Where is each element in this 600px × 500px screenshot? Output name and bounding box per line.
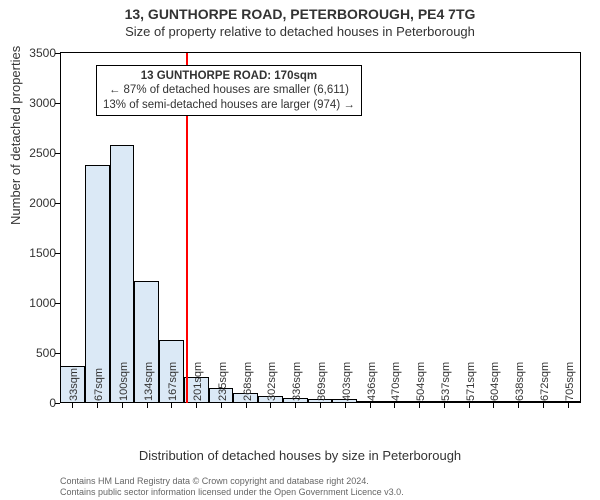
page-subtitle: Size of property relative to detached ho… <box>0 24 600 39</box>
x-tick-mark <box>221 403 222 408</box>
y-tick-mark <box>55 253 60 254</box>
x-tick-label: 67sqm <box>93 368 105 401</box>
x-tick-mark <box>419 403 420 408</box>
x-tick-mark <box>518 403 519 408</box>
x-tick-mark <box>320 403 321 408</box>
x-tick-label: 604sqm <box>489 362 501 401</box>
y-tick-mark <box>55 403 60 404</box>
x-tick-mark <box>122 403 123 408</box>
x-tick-mark <box>543 403 544 408</box>
x-tick-mark <box>72 403 73 408</box>
y-tick-mark <box>55 303 60 304</box>
x-tick-label: 369sqm <box>316 362 328 401</box>
x-tick-mark <box>493 403 494 408</box>
x-tick-mark <box>97 403 98 408</box>
x-tick-mark <box>295 403 296 408</box>
x-tick-label: 537sqm <box>440 362 452 401</box>
x-tick-label: 403sqm <box>341 362 353 401</box>
x-tick-label: 672sqm <box>539 362 551 401</box>
x-tick-label: 134sqm <box>143 362 155 401</box>
y-axis-line <box>60 53 61 403</box>
y-tick-label: 3000 <box>20 96 56 110</box>
y-tick-mark <box>55 353 60 354</box>
page-title: 13, GUNTHORPE ROAD, PETERBOROUGH, PE4 7T… <box>0 6 600 22</box>
annotation-line-1: 13 GUNTHORPE ROAD: 170sqm <box>103 69 355 83</box>
x-tick-label: 100sqm <box>118 362 130 401</box>
x-tick-label: 201sqm <box>192 362 204 401</box>
chart-area: 050010001500200025003000350033sqm67sqm10… <box>60 52 580 402</box>
y-tick-mark <box>55 203 60 204</box>
x-tick-label: 571sqm <box>465 362 477 401</box>
x-tick-label: 167sqm <box>167 362 179 401</box>
y-tick-mark <box>55 153 60 154</box>
x-tick-mark <box>394 403 395 408</box>
x-tick-mark <box>171 403 172 408</box>
x-tick-mark <box>370 403 371 408</box>
y-tick-label: 0 <box>20 396 56 410</box>
x-tick-mark <box>147 403 148 408</box>
y-tick-label: 1500 <box>20 246 56 260</box>
x-tick-label: 336sqm <box>291 362 303 401</box>
y-tick-label: 2000 <box>20 196 56 210</box>
x-tick-label: 470sqm <box>390 362 402 401</box>
plot-area: 050010001500200025003000350033sqm67sqm10… <box>60 52 581 403</box>
y-tick-label: 1000 <box>20 296 56 310</box>
x-tick-mark <box>444 403 445 408</box>
x-tick-mark <box>469 403 470 408</box>
x-tick-mark <box>270 403 271 408</box>
x-tick-mark <box>196 403 197 408</box>
x-tick-label: 268sqm <box>242 362 254 401</box>
x-tick-label: 302sqm <box>266 362 278 401</box>
y-tick-label: 500 <box>20 346 56 360</box>
y-tick-label: 2500 <box>20 146 56 160</box>
x-tick-label: 436sqm <box>366 362 378 401</box>
annotation-box: 13 GUNTHORPE ROAD: 170sqm← 87% of detach… <box>96 65 362 116</box>
x-tick-label: 638sqm <box>514 362 526 401</box>
footer-line-2: Contains public sector information licen… <box>60 487 404 498</box>
y-tick-label: 3500 <box>20 46 56 60</box>
footer-attribution: Contains HM Land Registry data © Crown c… <box>60 476 404 498</box>
footer-line-1: Contains HM Land Registry data © Crown c… <box>60 476 404 487</box>
x-tick-mark <box>246 403 247 408</box>
x-tick-label: 705sqm <box>564 362 576 401</box>
x-tick-mark <box>345 403 346 408</box>
annotation-line-2: ← 87% of detached houses are smaller (6,… <box>103 83 355 97</box>
x-axis-label: Distribution of detached houses by size … <box>0 448 600 463</box>
y-tick-mark <box>55 53 60 54</box>
x-tick-mark <box>568 403 569 408</box>
x-tick-label: 235sqm <box>217 362 229 401</box>
annotation-line-3: 13% of semi-detached houses are larger (… <box>103 98 355 112</box>
x-tick-label: 504sqm <box>415 362 427 401</box>
x-tick-label: 33sqm <box>68 368 80 401</box>
y-tick-mark <box>55 103 60 104</box>
